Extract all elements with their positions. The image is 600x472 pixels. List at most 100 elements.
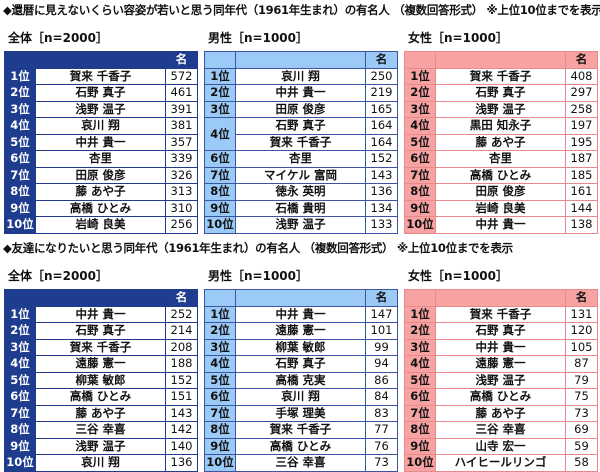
rank-cell: 5位 bbox=[4, 133, 36, 151]
count-cell: 105 bbox=[565, 338, 598, 356]
name-cell: 杏里 bbox=[435, 150, 566, 168]
rank-cell: 7位 bbox=[4, 166, 36, 184]
rank-cell: 10位 bbox=[4, 216, 36, 234]
header-rank-cell bbox=[4, 51, 36, 69]
name-cell: 賀来 千香子 bbox=[235, 133, 366, 151]
table-row: 1位 賀来 千香子 131 bbox=[404, 305, 598, 323]
ranking-group-male: 男性［n=1000］ 名 1位 中井 貴一 147 2位 遠藤 憲一 101 3位 柳葉 敏郎 99… bbox=[204, 268, 398, 472]
count-cell: 151 bbox=[165, 388, 198, 406]
table-row: 9位 石橋 貴明 134 bbox=[204, 199, 398, 217]
table-row: 5位 高橋 克実 86 bbox=[204, 371, 398, 389]
rank-cell: 2位 bbox=[204, 322, 236, 340]
rank-cell: 1位 bbox=[4, 67, 36, 85]
count-cell: 94 bbox=[365, 355, 398, 373]
table-row: 10位 岩崎 良美 256 bbox=[4, 216, 198, 234]
name-cell: 遠藤 憲一 bbox=[435, 355, 566, 373]
name-cell: 浅野 温子 bbox=[435, 371, 566, 389]
table-row: 9位 浅野 温子 140 bbox=[4, 437, 198, 455]
table-row: 8位 賀来 千香子 77 bbox=[204, 421, 398, 439]
rank-cell: 7位 bbox=[404, 166, 436, 184]
name-cell: 高橋 ひとみ bbox=[35, 388, 166, 406]
ranking-group-male: 男性［n=1000］ 名 1位 哀川 翔 250 2位 中井 貴一 219 3位 田原 俊彦 165… bbox=[204, 30, 398, 234]
rank-cell: 1位 bbox=[204, 305, 236, 323]
table-row: 5位 浅野 温子 79 bbox=[404, 371, 598, 389]
table-row: 4位 黒田 知永子 197 bbox=[404, 117, 598, 135]
rank-cell: 5位 bbox=[404, 133, 436, 151]
count-cell: 164 bbox=[365, 133, 398, 151]
rank-cell: 5位 bbox=[4, 371, 36, 389]
name-cell: 中井 貴一 bbox=[235, 305, 366, 323]
table-row: 2位 石野 真子 461 bbox=[4, 84, 198, 102]
count-cell: 77 bbox=[365, 421, 398, 439]
name-cell: 手塚 理美 bbox=[235, 404, 366, 422]
count-cell: 252 bbox=[165, 305, 198, 323]
table-row: 1位 中井 貴一 147 bbox=[204, 305, 398, 323]
count-cell: 101 bbox=[365, 322, 398, 340]
name-cell: 石野 真子 bbox=[435, 322, 566, 340]
count-cell: 143 bbox=[365, 166, 398, 184]
name-cell: 柳葉 敏郎 bbox=[235, 338, 366, 356]
name-cell: 黒田 知永子 bbox=[435, 117, 566, 135]
header-name-cell bbox=[35, 51, 166, 69]
name-cell: 遠藤 憲一 bbox=[235, 322, 366, 340]
rank-cell: 6位 bbox=[404, 388, 436, 406]
rank-cell: 8位 bbox=[4, 421, 36, 439]
rank-cell: 10位 bbox=[4, 454, 36, 472]
table-row: 6位 高橋 ひとみ 75 bbox=[404, 388, 598, 406]
name-cell: 石野 真子 bbox=[235, 117, 366, 135]
table-row: 5位 中井 貴一 357 bbox=[4, 133, 198, 151]
count-cell: 185 bbox=[565, 166, 598, 184]
ranking-group-all: 全体［n=2000］ 名 1位 賀来 千香子 572 2位 石野 真子 461 3位 浅野 温子 3… bbox=[4, 30, 198, 234]
name-cell: 高橋 ひとみ bbox=[435, 166, 566, 184]
ranking-group-all: 全体［n=2000］ 名 1位 中井 貴一 252 2位 石野 真子 214 3位 賀来 千香子 2… bbox=[4, 268, 198, 472]
count-cell: 99 bbox=[365, 338, 398, 356]
name-cell: 藤 あや子 bbox=[35, 183, 166, 201]
table-row: 1位 哀川 翔 250 bbox=[204, 67, 398, 85]
name-cell: 哀川 翔 bbox=[235, 67, 366, 85]
count-cell: 152 bbox=[365, 150, 398, 168]
name-cell: 石野 真子 bbox=[35, 322, 166, 340]
table-row: 6位 高橋 ひとみ 151 bbox=[4, 388, 198, 406]
table-row: 3位 田原 俊彦 165 bbox=[204, 100, 398, 118]
name-cell: 賀来 千香子 bbox=[35, 67, 166, 85]
table-row: 7位 田原 俊彦 326 bbox=[4, 166, 198, 184]
count-cell: 136 bbox=[165, 454, 198, 472]
header-name-cell bbox=[235, 289, 366, 307]
rank-cell: 6位 bbox=[204, 150, 236, 168]
name-cell: 中井 貴一 bbox=[235, 84, 366, 102]
count-cell: 313 bbox=[165, 183, 198, 201]
rank-cell: 5位 bbox=[204, 371, 236, 389]
rank-cell: 9位 bbox=[204, 437, 236, 455]
rank-cell: 3位 bbox=[204, 338, 236, 356]
count-cell: 357 bbox=[165, 133, 198, 151]
table-row: 3位 中井 貴一 105 bbox=[404, 338, 598, 356]
table-row: 9位 高橋 ひとみ 310 bbox=[4, 199, 198, 217]
section-title: ◆還暦に見えないくらい容姿が若いと思う同年代（1961年生まれ）の有名人 （複数… bbox=[3, 3, 600, 17]
name-cell: 哀川 翔 bbox=[35, 117, 166, 135]
count-cell: 161 bbox=[565, 183, 598, 201]
table-row: 1位 賀来 千香子 408 bbox=[404, 67, 598, 85]
name-cell: 中井 貴一 bbox=[435, 338, 566, 356]
count-cell: 164 bbox=[365, 117, 398, 135]
group-label: 男性［n=1000］ bbox=[208, 31, 308, 45]
table-row: 1位 中井 貴一 252 bbox=[4, 305, 198, 323]
table-row: 8位 三谷 幸喜 142 bbox=[4, 421, 198, 439]
name-cell: 浅野 温子 bbox=[435, 100, 566, 118]
header-rank-cell bbox=[204, 51, 236, 69]
count-cell: 572 bbox=[165, 67, 198, 85]
rank-cell: 2位 bbox=[404, 84, 436, 102]
name-cell: 柳葉 敏郎 bbox=[35, 371, 166, 389]
rank-cell: 1位 bbox=[404, 67, 436, 85]
count-cell: 147 bbox=[365, 305, 398, 323]
table-row: 2位 石野 真子 297 bbox=[404, 84, 598, 102]
name-cell: 藤 あや子 bbox=[35, 404, 166, 422]
count-cell: 133 bbox=[365, 216, 398, 234]
table-row: 4位 石野 真子 164 bbox=[204, 117, 398, 151]
count-cell: 310 bbox=[165, 199, 198, 217]
count-cell: 197 bbox=[565, 117, 598, 135]
count-cell: 131 bbox=[565, 305, 598, 323]
name-cell: 石野 真子 bbox=[35, 84, 166, 102]
count-cell: 258 bbox=[565, 100, 598, 118]
table-row: 4位 石野 真子 94 bbox=[204, 355, 398, 373]
table-row: 8位 三谷 幸喜 69 bbox=[404, 421, 598, 439]
